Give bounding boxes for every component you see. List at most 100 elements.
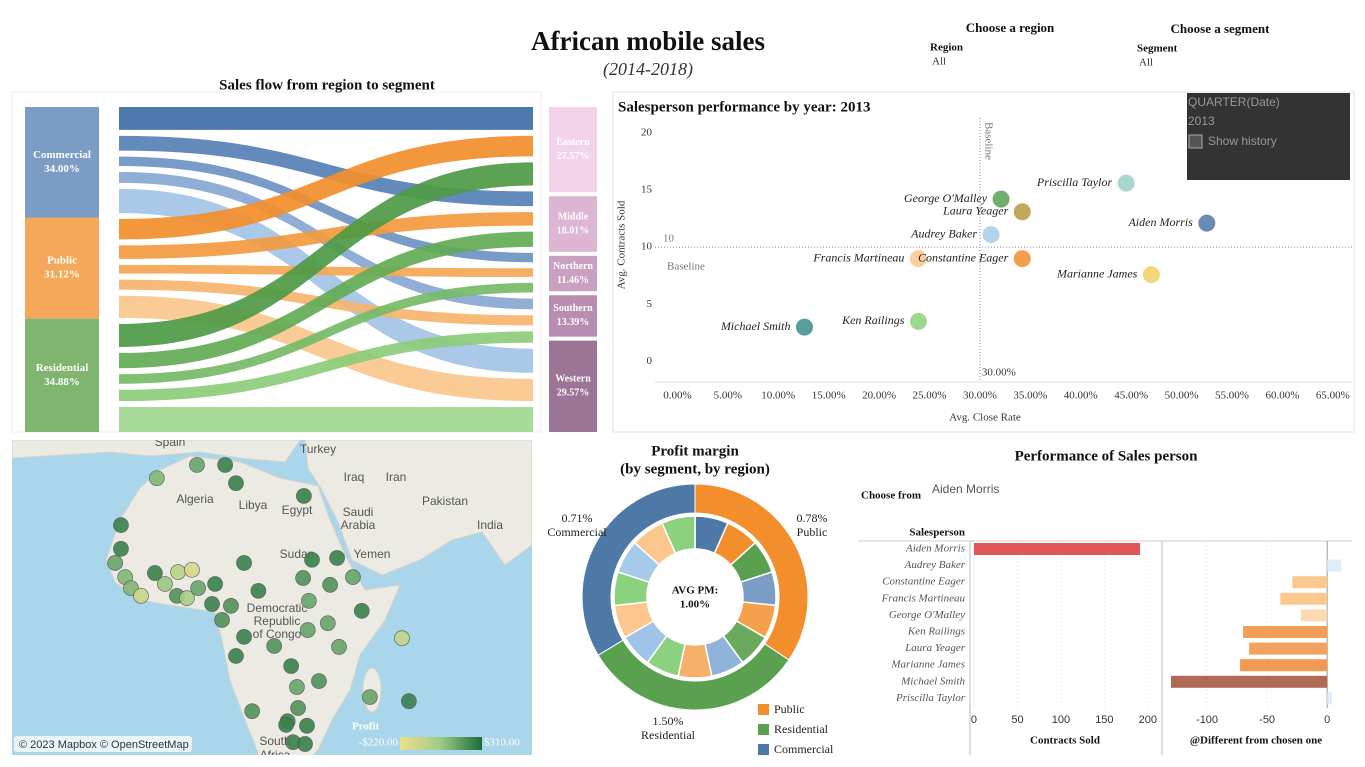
flow bbox=[119, 264, 533, 277]
point bbox=[908, 249, 928, 269]
x-tick-label: 40.00% bbox=[1064, 390, 1098, 402]
category-label: Michael Smith bbox=[900, 675, 965, 687]
x-tick-label: 60.00% bbox=[1265, 390, 1299, 402]
x-tick-label: 15.00% bbox=[812, 390, 846, 402]
target-node bbox=[549, 196, 597, 252]
y-tick-label: 0 bbox=[647, 355, 653, 367]
flow bbox=[119, 162, 533, 348]
filter-title: QUARTER(Date) bbox=[1188, 95, 1280, 109]
map-point bbox=[207, 576, 223, 592]
map-point bbox=[244, 703, 261, 720]
geo-label: Spain bbox=[155, 435, 186, 449]
y-axis-label: Avg. Contracts Sold bbox=[616, 200, 628, 289]
x-tick-label: 30.00% bbox=[963, 390, 997, 402]
attribution: © 2023 Mapbox © OpenStreetMap bbox=[19, 739, 189, 751]
source-value-label: 34.88% bbox=[44, 376, 80, 388]
category-header: Salesperson bbox=[909, 527, 965, 539]
category-label: Commercial bbox=[547, 525, 607, 539]
filter-value[interactable]: Aiden Morris bbox=[932, 482, 999, 496]
map-point bbox=[290, 700, 306, 716]
x-tick-label: 50 bbox=[1011, 714, 1023, 726]
point-label: Michael Smith bbox=[720, 319, 791, 333]
category-label: Constantine Eager bbox=[882, 576, 966, 588]
target-node bbox=[549, 340, 597, 432]
bar bbox=[1243, 626, 1328, 638]
map-point bbox=[189, 457, 205, 473]
map-point bbox=[401, 693, 417, 710]
geo-label: South bbox=[259, 734, 290, 748]
legend-title: Profit bbox=[352, 721, 380, 733]
map-point bbox=[133, 587, 149, 604]
map-point bbox=[223, 597, 239, 614]
panel-border bbox=[612, 91, 1355, 433]
inner-arc bbox=[661, 515, 696, 555]
filter-value[interactable]: All bbox=[932, 56, 946, 68]
reference-label: 10 bbox=[663, 233, 675, 245]
map-point bbox=[301, 592, 317, 609]
bar bbox=[1292, 576, 1328, 589]
map-point bbox=[319, 615, 336, 632]
map-point bbox=[228, 475, 244, 492]
geo-label: Democratic bbox=[247, 601, 308, 615]
x-tick-label: 200 bbox=[1139, 714, 1157, 726]
category-label: Audrey Baker bbox=[904, 559, 966, 571]
chart-title: Profit margin bbox=[651, 443, 739, 459]
target-node bbox=[549, 107, 597, 193]
map-point bbox=[236, 555, 252, 571]
point-label: Priscilla Taylor bbox=[1036, 175, 1113, 189]
map-point bbox=[299, 622, 316, 638]
filter-label: Segment bbox=[1137, 43, 1178, 55]
map-point bbox=[289, 679, 305, 695]
checkbox[interactable] bbox=[1188, 134, 1203, 149]
geo-label: Saudi bbox=[343, 505, 374, 519]
legend-swatch bbox=[758, 744, 769, 755]
legend-label: Commercial bbox=[774, 742, 834, 756]
legend-swatch bbox=[758, 724, 769, 735]
category-label: Laura Yeager bbox=[904, 642, 966, 654]
source-node bbox=[25, 318, 99, 432]
flow bbox=[119, 135, 533, 240]
chart-title: Performance of Sales person bbox=[1015, 448, 1199, 464]
map-point bbox=[297, 736, 313, 752]
value-label: 1.50% bbox=[653, 714, 684, 728]
category-label: Aiden Morris bbox=[905, 543, 965, 555]
flow bbox=[119, 212, 533, 259]
legend-label: Public bbox=[774, 702, 805, 716]
chart-subtitle: (by segment, by region) bbox=[620, 461, 770, 477]
point-label: Marianne James bbox=[1056, 266, 1138, 280]
category-label: Priscilla Taylor bbox=[895, 692, 966, 704]
source-value-label: 31.12% bbox=[44, 269, 80, 281]
y-tick-label: 20 bbox=[641, 126, 653, 138]
map-point bbox=[278, 717, 294, 733]
category-label: Francis Martineau bbox=[881, 592, 966, 604]
point bbox=[981, 225, 1001, 245]
target-value-label: 29.57% bbox=[557, 388, 590, 399]
filter-label: Region bbox=[930, 42, 963, 54]
map-point bbox=[214, 612, 230, 628]
map: Spain Turkey Iraq Iran Algeria Libya Egypt Saud… bbox=[12, 435, 532, 755]
point bbox=[908, 311, 928, 331]
map-point bbox=[157, 576, 173, 592]
point-label: Ken Railings bbox=[841, 313, 905, 327]
x-tick-label: 45.00% bbox=[1114, 390, 1148, 402]
bar bbox=[1327, 692, 1332, 705]
target-value-label: 13.39% bbox=[557, 317, 590, 328]
point-label: Aiden Morris bbox=[1127, 215, 1193, 229]
point-label: Francis Martineau bbox=[812, 250, 904, 264]
geo-label: India bbox=[477, 518, 503, 532]
center-value: 1.00% bbox=[680, 599, 710, 611]
source-label: Residential bbox=[36, 362, 89, 374]
x-tick-label: 20.00% bbox=[862, 390, 896, 402]
map-point bbox=[266, 638, 283, 654]
target-node bbox=[549, 295, 597, 337]
category-label: Ken Railings bbox=[907, 626, 965, 638]
value-label: 0.78% bbox=[797, 511, 828, 525]
map-point bbox=[299, 717, 315, 734]
target-label: Eastern bbox=[556, 137, 590, 148]
geo-label: of Congo bbox=[253, 627, 302, 641]
value-label: 0.71% bbox=[562, 511, 593, 525]
reference-label: 30.00% bbox=[982, 367, 1016, 379]
filter-value[interactable]: All bbox=[1139, 57, 1153, 69]
geo-label: Yemen bbox=[354, 547, 391, 561]
bar bbox=[1240, 659, 1328, 672]
